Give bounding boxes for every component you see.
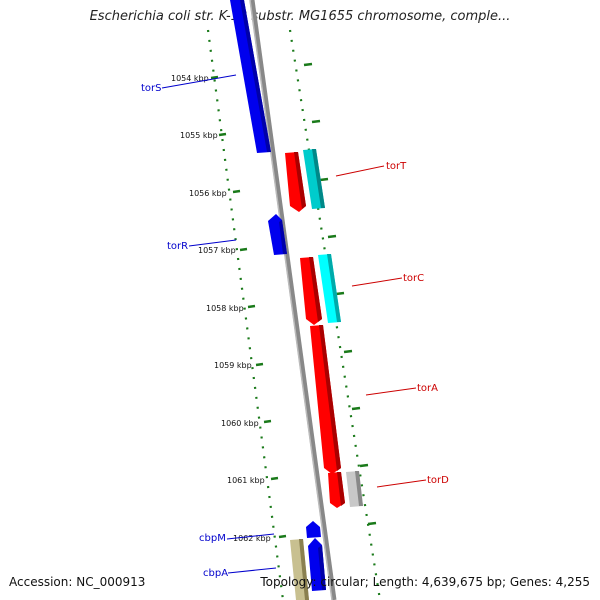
gene-label-torA[interactable]: torA bbox=[417, 383, 438, 394]
kbp-label: 1061 kbp bbox=[227, 476, 265, 485]
kbp-label: 1058 kbp bbox=[206, 304, 244, 313]
gene-torC[interactable] bbox=[300, 257, 322, 325]
gene-torR[interactable] bbox=[268, 214, 287, 255]
gene-label-torC[interactable]: torC bbox=[403, 273, 424, 284]
gene-torT[interactable] bbox=[285, 152, 306, 212]
gene-torS[interactable] bbox=[230, 0, 271, 153]
kbp-label: 1054 kbp bbox=[171, 74, 209, 83]
right-tick-guide bbox=[288, 29, 382, 600]
feature-cbpA-olive bbox=[290, 539, 309, 600]
gene-label-torS[interactable]: torS bbox=[141, 83, 162, 94]
kbp-label: 1060 kbp bbox=[221, 419, 259, 428]
label-leader-lines bbox=[161, 74, 427, 574]
kbp-label: 1059 kbp bbox=[214, 361, 252, 370]
kbp-label: 1057 kbp bbox=[198, 246, 236, 255]
kbp-label: 1062 kbp bbox=[233, 534, 271, 543]
map-title: Escherichia coli str. K-12 substr. MG165… bbox=[89, 9, 511, 24]
left-tick-guide bbox=[206, 29, 285, 600]
feature-torC-cyan bbox=[318, 254, 341, 323]
gene-label-torD[interactable]: torD bbox=[427, 475, 449, 486]
genome-summary-text: Topology: circular; Length: 4,639,675 bp… bbox=[260, 575, 590, 589]
kbp-label: 1055 kbp bbox=[180, 131, 218, 140]
kbp-labels: 1054 kbp 1055 kbp 1056 kbp 1057 kbp 1058… bbox=[171, 74, 271, 543]
gene-labels: torS torT torR torC torA torD cbpM cbpA bbox=[141, 83, 449, 579]
gene-cbpM[interactable] bbox=[306, 521, 321, 538]
chromosome-backbone bbox=[249, 0, 337, 600]
right-major-ticks bbox=[303, 62, 377, 526]
kbp-label: 1056 kbp bbox=[189, 189, 227, 198]
gene-torA[interactable] bbox=[310, 325, 341, 474]
left-major-ticks bbox=[210, 75, 287, 539]
gene-label-cbpM[interactable]: cbpM bbox=[199, 533, 226, 544]
gene-label-torT[interactable]: torT bbox=[386, 161, 407, 172]
gene-torD[interactable] bbox=[328, 472, 345, 508]
gene-label-cbpA[interactable]: cbpA bbox=[203, 568, 228, 579]
feature-torD-gray bbox=[346, 471, 363, 507]
gene-label-torR[interactable]: torR bbox=[167, 241, 188, 252]
gene-cbpA[interactable] bbox=[308, 538, 326, 591]
feature-torT-cyan bbox=[303, 149, 325, 209]
accession-text: Accession: NC_000913 bbox=[9, 575, 146, 589]
